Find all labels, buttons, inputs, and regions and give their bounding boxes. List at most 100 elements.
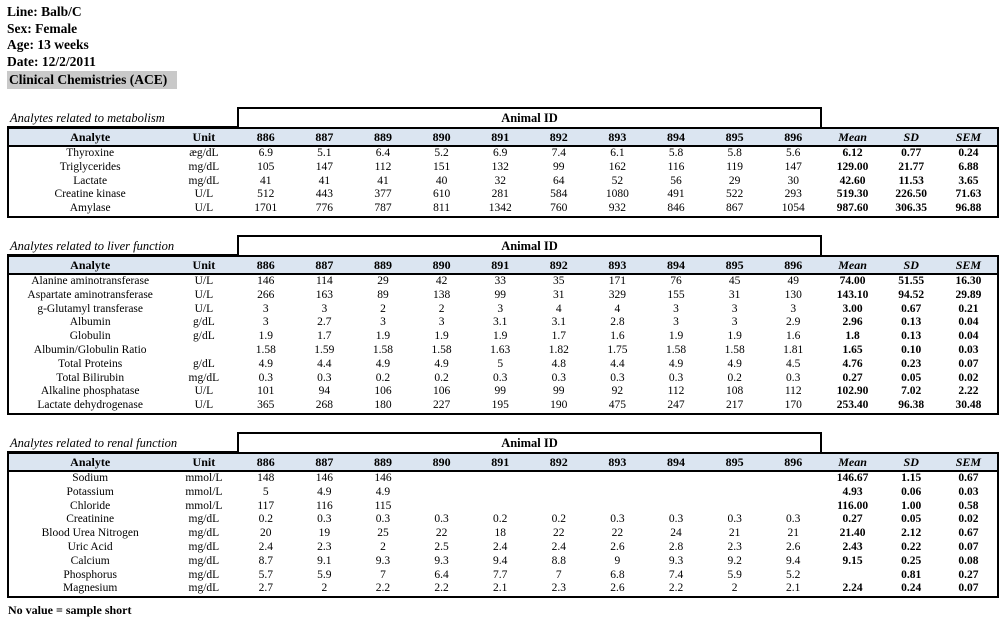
analyte-row: Albumin g/dL 3 2.7 3 3 3.1 3.1 2.8 3 3 2.9 2.96 0.13 0… — [8, 316, 998, 330]
unit-cell: g/dL — [193, 316, 215, 329]
analyte-row: g-Glutamyl transferase U/L 3 3 2 2 3 4 4 3 3 3 3.00 0… — [8, 303, 998, 317]
analyte-name-cell: Thyroxine — [66, 147, 115, 159]
value-cell: 329 — [608, 288, 627, 301]
value-cell: 35 — [553, 274, 565, 287]
value-cell: 190 — [550, 399, 568, 412]
value-cell: 9.4 — [493, 554, 508, 567]
value-cell: 155 — [667, 288, 685, 301]
sd-cell: 0.05 — [901, 371, 922, 384]
value-cell: 20 — [260, 527, 272, 540]
sd-cell: 2.12 — [901, 527, 922, 540]
value-cell: 99 — [494, 385, 506, 398]
value-cell — [530, 500, 589, 514]
value-cell: 115 — [374, 499, 392, 512]
animal-id-column-header: 886 — [236, 128, 296, 147]
sd-cell: 226.50 — [895, 188, 928, 201]
mean-cell: 116.00 — [837, 499, 869, 512]
value-cell: 116 — [667, 160, 685, 173]
value-cell: 8.8 — [551, 554, 566, 567]
value-cell: 29 — [377, 274, 389, 287]
sem-cell: 0.08 — [958, 554, 979, 567]
sd-cell: 0.06 — [901, 485, 922, 498]
value-cell: 24 — [670, 527, 682, 540]
header-row: Analyte Unit 886 887 889 890 891 892 893… — [8, 255, 998, 275]
mean-cell: 253.40 — [836, 399, 869, 412]
value-cell: 6.9 — [258, 147, 273, 159]
value-cell: 1.9 — [668, 330, 684, 343]
sem-cell: 0.07 — [958, 540, 979, 553]
value-cell: 584 — [550, 188, 568, 201]
mean-cell: 6.12 — [842, 147, 863, 159]
value-cell: 5.6 — [786, 147, 801, 159]
value-cell: 1.63 — [490, 343, 511, 356]
value-cell: 41 — [377, 174, 389, 187]
analyte-row: Alkaline phosphatase U/L 101 94 106 106 99 99 92… — [8, 385, 998, 399]
sd-cell: 306.35 — [895, 202, 928, 215]
value-cell: 101 — [257, 385, 275, 398]
unit-cell: mg/dL — [188, 568, 220, 581]
analyte-name-cell: Sodium — [72, 471, 109, 484]
value-cell: 5.2 — [434, 147, 449, 159]
animal-id-column-header: 887 — [295, 255, 354, 275]
value-cell: 7.4 — [668, 568, 684, 581]
analyte-name-cell: Blood Urea Nitrogen — [41, 527, 139, 540]
value-cell: 5.2 — [786, 568, 801, 581]
value-cell: 146 — [374, 471, 392, 484]
unit-cell: mg/dL — [188, 527, 220, 540]
report-title: Clinical Chemistries (ACE) — [7, 71, 178, 89]
value-cell: 2.4 — [493, 540, 508, 553]
value-cell: 32 — [494, 174, 506, 187]
mean-cell: 42.60 — [839, 174, 866, 187]
mean-cell: 987.60 — [836, 202, 869, 215]
section-head: Analytes related to metabolism Animal ID — [7, 107, 993, 127]
sem-cell: 0.67 — [958, 527, 979, 540]
animal-id-column-header: 891 — [470, 128, 530, 147]
value-cell — [764, 500, 823, 514]
value-cell: 0.2 — [493, 513, 508, 526]
analyte-row: Calcium mg/dL 8.7 9.1 9.3 9.3 9.4 8.8 9 9.3 9.2 9.4… — [8, 555, 998, 569]
value-cell — [588, 471, 647, 486]
analyte-row: Triglycerides mg/dL 105 147 112 151 132 99 162 11… — [8, 161, 998, 175]
value-cell: 2.2 — [434, 582, 449, 595]
value-cell: 21 — [728, 527, 741, 540]
value-cell: 217 — [726, 399, 744, 412]
value-cell: 2.6 — [786, 540, 801, 553]
sem-cell: 6.88 — [958, 160, 979, 173]
unit-cell: U/L — [194, 188, 214, 201]
value-cell: 0.2 — [727, 371, 742, 384]
animal-id-column-header: 895 — [705, 255, 764, 275]
analyte-row: Aspartate aminotransferase U/L 266 163 89 138… — [8, 289, 998, 303]
value-cell: 64 — [553, 174, 565, 187]
value-cell: 52 — [611, 174, 624, 187]
analyte-name-cell: Creatine kinase — [54, 188, 126, 201]
animal-id-column-header: 891 — [470, 255, 530, 275]
sd-cell: 51.55 — [898, 274, 925, 287]
value-cell — [530, 486, 589, 500]
sem-column-header: SEM — [939, 128, 998, 147]
value-cell: 1.59 — [314, 343, 335, 356]
value-cell: 522 — [726, 188, 744, 201]
value-cell: 112 — [784, 385, 802, 398]
animal-id-group-header: Animal ID — [237, 234, 822, 255]
value-cell: 491 — [667, 188, 685, 201]
value-cell — [471, 471, 530, 486]
value-cell: 8.7 — [258, 554, 273, 567]
analyte-column-header: Analyte — [8, 255, 172, 275]
value-cell: 6.4 — [434, 568, 449, 581]
value-cell: 3 — [790, 302, 797, 315]
value-cell: 9.2 — [727, 554, 742, 567]
value-cell: 2 — [438, 302, 445, 315]
value-cell: 2 — [380, 540, 386, 553]
value-cell: 787 — [374, 202, 392, 215]
value-cell: 2 — [321, 582, 328, 595]
value-cell: 932 — [608, 202, 627, 215]
section-head: Analytes related to renal function Anima… — [7, 431, 993, 452]
analyte-row: Amylase U/L 1701 776 787 811 1342 760 932 846 867 1… — [8, 202, 998, 217]
unit-cell: mg/dL — [188, 513, 220, 526]
value-cell — [764, 471, 823, 486]
value-cell: 1.9 — [493, 330, 508, 343]
value-cell: 99 — [494, 288, 506, 301]
section-title: Analytes related to liver function — [7, 235, 237, 255]
value-cell: 2.2 — [668, 582, 684, 595]
animal-id-column-header: 892 — [529, 255, 589, 275]
